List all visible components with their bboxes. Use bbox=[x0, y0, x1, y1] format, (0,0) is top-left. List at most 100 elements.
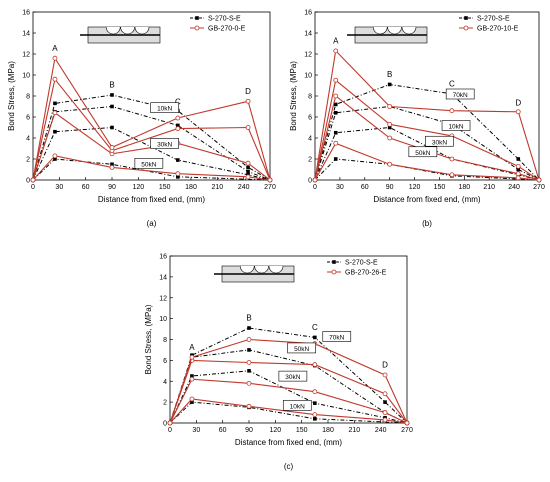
x-tick-label: 270 bbox=[264, 184, 276, 191]
y-tick-label: 4 bbox=[163, 379, 167, 386]
specimen-inset bbox=[347, 26, 428, 44]
data-point bbox=[110, 93, 114, 97]
series-line-1 bbox=[314, 126, 540, 181]
data-point bbox=[516, 157, 521, 161]
chart-panel-2: 0 30 60 90 120 150 180 210 240 270 0 2 4 6 8 10 12 14 16 Di… bbox=[144, 254, 413, 472]
specimen-notch bbox=[268, 265, 284, 274]
series-line-5 bbox=[32, 111, 271, 181]
specimen-inset bbox=[214, 265, 295, 283]
legend-label: S-270-S-E bbox=[345, 260, 378, 267]
data-point bbox=[190, 374, 194, 378]
point-label-b: B bbox=[246, 314, 251, 323]
x-tick-label: 90 bbox=[108, 184, 116, 191]
data-point bbox=[175, 126, 181, 131]
load-label-box bbox=[408, 146, 438, 158]
y-tick-label: 6 bbox=[26, 115, 30, 122]
data-point bbox=[190, 400, 194, 404]
data-point bbox=[333, 77, 339, 83]
y-tick-label: 8 bbox=[26, 94, 30, 101]
load-label: 10kN bbox=[290, 403, 305, 410]
y-tick-label: 14 bbox=[22, 31, 30, 38]
x-tick-label: 240 bbox=[508, 184, 520, 191]
x-tick-label: 90 bbox=[386, 184, 394, 191]
series-line-6 bbox=[169, 359, 408, 424]
x-axis-label: Distance from fixed end, (mm) bbox=[235, 438, 342, 447]
series-line-4 bbox=[169, 398, 408, 424]
data-point bbox=[333, 48, 339, 54]
load-label-box bbox=[134, 158, 164, 169]
data-point bbox=[333, 140, 339, 146]
data-point bbox=[515, 171, 521, 177]
data-point bbox=[515, 175, 521, 181]
series-line-7 bbox=[169, 338, 408, 424]
x-tick-label: 240 bbox=[375, 427, 387, 434]
legend-marker bbox=[195, 16, 199, 20]
load-label-box bbox=[441, 120, 471, 131]
load-label-box bbox=[425, 135, 454, 147]
data-point bbox=[189, 396, 195, 402]
load-label: 30kN bbox=[157, 141, 172, 148]
data-point bbox=[53, 157, 57, 161]
x-axis-label: Distance from fixed end, (mm) bbox=[98, 195, 205, 204]
specimen-notch bbox=[254, 265, 269, 274]
series-line-4 bbox=[32, 155, 271, 181]
data-point bbox=[53, 129, 57, 134]
point-label-d: D bbox=[245, 87, 251, 96]
y-axis-label: Bond Stress, (MPa) bbox=[289, 61, 298, 131]
y-tick-label: 12 bbox=[22, 52, 30, 59]
load-label: 70kN bbox=[453, 92, 468, 99]
y-tick-label: 8 bbox=[163, 337, 167, 344]
data-point bbox=[387, 161, 393, 167]
data-point bbox=[449, 156, 455, 162]
data-point bbox=[246, 380, 252, 386]
legend-label: S-270-S-E bbox=[208, 16, 241, 23]
data-point bbox=[246, 169, 250, 174]
x-tick-label: 180 bbox=[185, 184, 197, 191]
y-tick-label: 0 bbox=[26, 178, 30, 185]
y-tick-label: 6 bbox=[308, 115, 312, 122]
x-tick-label: 210 bbox=[211, 184, 223, 191]
load-label: 70kN bbox=[329, 334, 344, 341]
data-point bbox=[52, 76, 58, 82]
data-point bbox=[312, 177, 318, 183]
legend-label: GB-270-10-E bbox=[477, 26, 519, 33]
data-point bbox=[245, 160, 251, 166]
x-tick-label: 210 bbox=[348, 427, 360, 434]
x-tick-label: 150 bbox=[434, 184, 446, 191]
data-point bbox=[109, 145, 115, 150]
series-line-1 bbox=[32, 126, 271, 181]
series-line-3 bbox=[32, 94, 271, 181]
data-point bbox=[387, 104, 393, 109]
data-point bbox=[52, 55, 58, 61]
point-label-b: B bbox=[387, 70, 392, 79]
legend-marker bbox=[464, 16, 468, 20]
data-point bbox=[449, 172, 455, 178]
y-tick-label: 12 bbox=[159, 295, 167, 302]
point-label-d: D bbox=[382, 361, 388, 370]
point-label-a: A bbox=[333, 37, 339, 46]
x-tick-label: 270 bbox=[533, 184, 545, 191]
data-point bbox=[245, 125, 251, 130]
load-label: 10kN bbox=[157, 106, 172, 113]
specimen-notch bbox=[120, 26, 135, 35]
data-point bbox=[313, 401, 317, 405]
y-tick-label: 16 bbox=[304, 10, 312, 17]
point-label-a: A bbox=[52, 44, 58, 53]
x-tick-label: 30 bbox=[55, 184, 63, 191]
y-tick-label: 6 bbox=[163, 358, 167, 365]
legend-marker bbox=[463, 25, 469, 31]
data-point bbox=[52, 110, 58, 116]
data-point bbox=[245, 98, 251, 104]
x-tick-label: 180 bbox=[458, 184, 470, 191]
data-point bbox=[333, 130, 338, 135]
x-tick-label: 210 bbox=[483, 184, 495, 191]
y-tick-label: 16 bbox=[22, 10, 30, 17]
load-label-box bbox=[287, 342, 316, 354]
x-tick-label: 150 bbox=[159, 184, 171, 191]
x-tick-label: 240 bbox=[238, 184, 250, 191]
y-tick-label: 16 bbox=[159, 254, 167, 261]
data-point bbox=[333, 157, 338, 161]
legend-marker bbox=[332, 260, 336, 264]
x-tick-label: 90 bbox=[245, 427, 253, 434]
series-line-3 bbox=[314, 83, 540, 181]
